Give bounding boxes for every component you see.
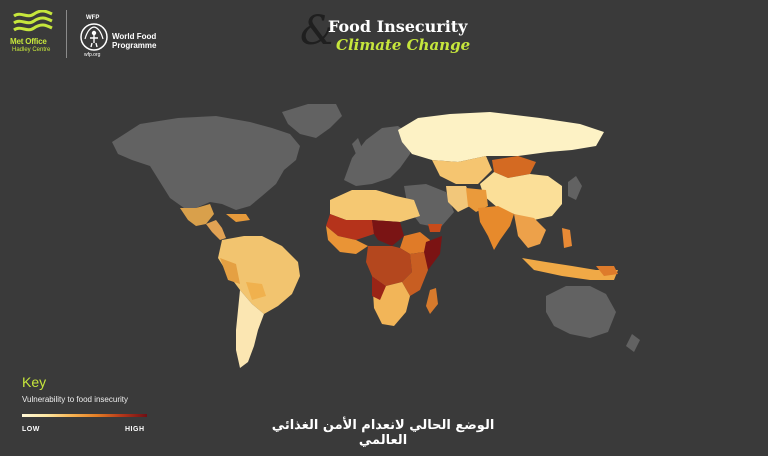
wfp-emblem-icon bbox=[80, 23, 108, 51]
region-sahel-west bbox=[326, 214, 374, 240]
wfp-name: World Food Programme bbox=[112, 32, 157, 50]
region-japan-korea bbox=[568, 176, 582, 200]
region-bolivia bbox=[246, 282, 266, 300]
wfp-acronym: WFP bbox=[86, 15, 100, 21]
region-south-america-south bbox=[236, 290, 264, 368]
region-somalia bbox=[422, 236, 442, 270]
region-southeast-asia bbox=[514, 214, 546, 248]
region-madagascar bbox=[426, 288, 438, 314]
region-east-africa bbox=[402, 252, 428, 296]
region-afghanistan-pakistan bbox=[466, 188, 488, 212]
region-mexico bbox=[180, 204, 214, 226]
region-caribbean bbox=[226, 214, 250, 222]
met-office-logo: Met Office Hadley Centre bbox=[10, 8, 58, 58]
met-office-subtitle: Hadley Centre bbox=[12, 47, 51, 53]
region-yemen bbox=[428, 224, 442, 232]
region-new-zealand bbox=[626, 334, 640, 352]
region-india bbox=[478, 206, 514, 250]
key-gradient-bar bbox=[22, 414, 147, 417]
title-line-2: Climate Change bbox=[336, 36, 471, 54]
wfp-url: wfp.org bbox=[84, 52, 101, 58]
region-europe bbox=[344, 126, 412, 186]
region-sahel-east bbox=[372, 220, 404, 246]
region-central-africa bbox=[366, 246, 412, 286]
met-office-waves-icon bbox=[13, 10, 53, 32]
region-ethiopia bbox=[400, 232, 430, 254]
region-peru bbox=[220, 258, 240, 284]
key-subtitle: Vulnerability to food insecurity bbox=[22, 395, 128, 404]
title-ampersand: & bbox=[300, 8, 336, 54]
region-angola bbox=[372, 276, 386, 300]
key-high-label: HIGH bbox=[125, 426, 145, 433]
region-north-america bbox=[112, 116, 300, 210]
region-mongolia bbox=[492, 156, 536, 178]
region-north-africa bbox=[330, 190, 420, 222]
region-greenland bbox=[282, 104, 342, 138]
title-line-1: Food Insecurity bbox=[328, 17, 468, 36]
region-papua bbox=[596, 266, 618, 276]
region-south-america-north bbox=[218, 236, 300, 314]
region-philippines bbox=[562, 228, 572, 248]
logo-bar: Met Office Hadley Centre WFP World Food … bbox=[10, 8, 170, 58]
title-block: & Food Insecurity Climate Change bbox=[300, 8, 500, 58]
met-office-name: Met Office bbox=[10, 37, 47, 46]
region-west-africa-coast bbox=[326, 226, 368, 254]
region-central-america bbox=[206, 220, 226, 240]
map-caption: الوضع الحالي لانعدام الأمن الغذائي العال… bbox=[271, 418, 495, 448]
wfp-logo: WFP World Food Programme wfp.org bbox=[76, 8, 176, 58]
region-russia bbox=[398, 112, 604, 162]
region-australia bbox=[546, 286, 616, 338]
key-low-label: LOW bbox=[22, 426, 40, 433]
key-title: Key bbox=[22, 374, 47, 390]
logo-divider bbox=[66, 10, 67, 58]
region-uk bbox=[352, 138, 362, 154]
region-indonesia bbox=[522, 258, 618, 280]
region-kazakhstan bbox=[432, 156, 492, 184]
